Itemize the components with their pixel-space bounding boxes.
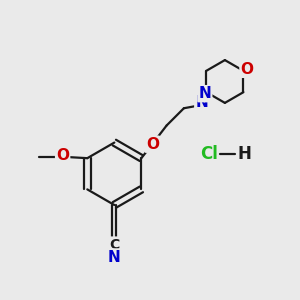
Text: O: O bbox=[146, 137, 159, 152]
Text: H: H bbox=[238, 146, 252, 164]
Text: N: N bbox=[199, 86, 211, 101]
Text: O: O bbox=[241, 62, 254, 77]
Text: C: C bbox=[109, 238, 119, 251]
Text: N: N bbox=[195, 95, 208, 110]
Text: O: O bbox=[56, 148, 69, 163]
Text: N: N bbox=[108, 250, 121, 265]
Text: Cl: Cl bbox=[200, 146, 218, 164]
